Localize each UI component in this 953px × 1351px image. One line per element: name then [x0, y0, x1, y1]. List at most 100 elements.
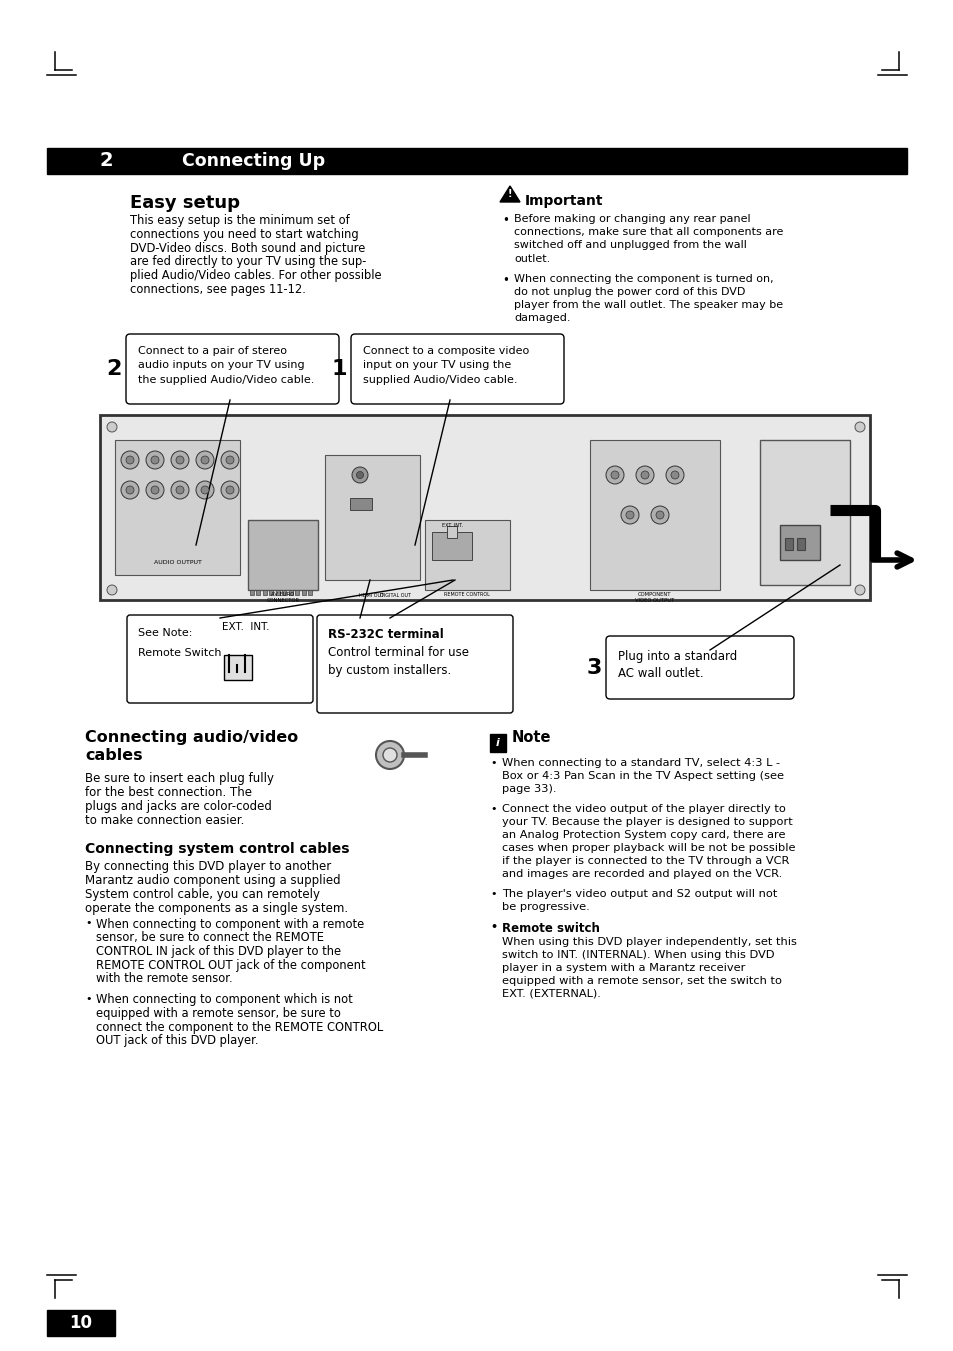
Circle shape — [625, 511, 634, 519]
Text: Be sure to insert each plug fully: Be sure to insert each plug fully — [85, 771, 274, 785]
FancyBboxPatch shape — [126, 334, 338, 404]
Circle shape — [175, 457, 184, 463]
Bar — [295, 590, 299, 594]
Circle shape — [226, 486, 233, 494]
Bar — [490, 734, 505, 753]
Circle shape — [221, 481, 239, 499]
Text: for the best connection. The: for the best connection. The — [85, 786, 252, 798]
FancyBboxPatch shape — [605, 636, 793, 698]
Bar — [432, 532, 472, 561]
Circle shape — [610, 471, 618, 480]
Text: •: • — [501, 274, 508, 286]
Circle shape — [352, 467, 368, 484]
Circle shape — [107, 422, 117, 432]
Text: 2: 2 — [99, 151, 112, 170]
Bar — [275, 590, 280, 594]
Text: DIGITAL OUT: DIGITAL OUT — [380, 593, 411, 598]
Text: Control terminal for use: Control terminal for use — [328, 646, 469, 659]
Text: •: • — [85, 993, 91, 1004]
Text: Connect to a pair of stereo: Connect to a pair of stereo — [138, 346, 287, 357]
Text: EXT. (EXTERNAL).: EXT. (EXTERNAL). — [501, 989, 600, 998]
Text: Connect to a composite video: Connect to a composite video — [363, 346, 529, 357]
Circle shape — [126, 457, 133, 463]
Text: input on your TV using the: input on your TV using the — [363, 361, 511, 370]
Circle shape — [670, 471, 679, 480]
Bar — [424, 520, 510, 590]
Text: DVD-Video discs. Both sound and picture: DVD-Video discs. Both sound and picture — [130, 242, 365, 254]
Circle shape — [375, 740, 403, 769]
Circle shape — [175, 486, 184, 494]
Text: Remote switch: Remote switch — [501, 921, 599, 935]
Text: REMOTE CONTROL: REMOTE CONTROL — [443, 592, 490, 597]
Text: switch to INT. (INTERNAL). When using this DVD: switch to INT. (INTERNAL). When using th… — [501, 950, 774, 961]
Text: When connecting to a standard TV, select 4:3 L -: When connecting to a standard TV, select… — [501, 758, 780, 767]
Text: When connecting to component which is not: When connecting to component which is no… — [96, 993, 353, 1006]
Bar — [325, 455, 419, 580]
Text: Before making or changing any rear panel: Before making or changing any rear panel — [514, 213, 750, 224]
Circle shape — [640, 471, 648, 480]
Text: •: • — [490, 889, 496, 898]
Text: OUT jack of this DVD player.: OUT jack of this DVD player. — [96, 1034, 258, 1047]
FancyBboxPatch shape — [351, 334, 563, 404]
Bar — [256, 590, 260, 594]
Text: HDMI OUT: HDMI OUT — [359, 593, 384, 598]
Text: 1: 1 — [331, 359, 346, 380]
Text: connections, see pages 11-12.: connections, see pages 11-12. — [130, 282, 306, 296]
Text: with the remote sensor.: with the remote sensor. — [96, 971, 233, 985]
Text: 10: 10 — [70, 1315, 92, 1332]
Bar — [350, 499, 372, 509]
Text: connections you need to start watching: connections you need to start watching — [130, 228, 358, 240]
Circle shape — [195, 481, 213, 499]
Bar — [47, 149, 165, 174]
Circle shape — [650, 507, 668, 524]
Circle shape — [107, 585, 117, 594]
Circle shape — [201, 457, 209, 463]
Text: player in a system with a Marantz receiver: player in a system with a Marantz receiv… — [501, 963, 744, 973]
Circle shape — [605, 466, 623, 484]
Text: When connecting the component is turned on,: When connecting the component is turned … — [514, 274, 773, 284]
Bar — [589, 440, 720, 590]
Text: outlet.: outlet. — [514, 254, 550, 263]
Text: The player's video output and S2 output will not: The player's video output and S2 output … — [501, 889, 777, 898]
Text: Connecting audio/video: Connecting audio/video — [85, 730, 298, 744]
Text: This easy setup is the minimum set of: This easy setup is the minimum set of — [130, 213, 350, 227]
Text: AC wall outlet.: AC wall outlet. — [618, 667, 703, 680]
FancyBboxPatch shape — [316, 615, 513, 713]
Bar — [282, 590, 286, 594]
Text: switched off and unplugged from the wall: switched off and unplugged from the wall — [514, 240, 746, 250]
Circle shape — [171, 451, 189, 469]
Text: cables: cables — [85, 748, 143, 763]
Text: See Note:: See Note: — [138, 628, 193, 638]
Text: 2: 2 — [106, 359, 122, 380]
Text: •: • — [490, 804, 496, 815]
Circle shape — [854, 422, 864, 432]
Text: Connecting Up: Connecting Up — [182, 153, 325, 170]
Text: •: • — [490, 758, 496, 767]
Text: 3: 3 — [586, 658, 601, 677]
Circle shape — [382, 748, 396, 762]
Text: connections, make sure that all components are: connections, make sure that all componen… — [514, 227, 782, 238]
Text: by custom installers.: by custom installers. — [328, 663, 451, 677]
Bar — [302, 590, 306, 594]
Text: AV EURO
CONNECTOR: AV EURO CONNECTOR — [266, 592, 299, 603]
Circle shape — [171, 481, 189, 499]
Bar — [263, 590, 267, 594]
Bar — [447, 526, 456, 538]
Text: By connecting this DVD player to another: By connecting this DVD player to another — [85, 861, 331, 873]
Text: Connect the video output of the player directly to: Connect the video output of the player d… — [501, 804, 785, 815]
Circle shape — [221, 451, 239, 469]
Text: •: • — [501, 213, 508, 227]
Circle shape — [854, 585, 864, 594]
Text: i: i — [496, 738, 499, 748]
Text: Plug into a standard: Plug into a standard — [618, 650, 737, 663]
Text: Box or 4:3 Pan Scan in the TV Aspect setting (see: Box or 4:3 Pan Scan in the TV Aspect set… — [501, 771, 783, 781]
Text: Important: Important — [524, 195, 603, 208]
Bar — [796, 538, 804, 550]
Text: •: • — [85, 917, 91, 928]
Bar — [250, 590, 253, 594]
Text: the supplied Audio/Video cable.: the supplied Audio/Video cable. — [138, 376, 314, 385]
Text: connect the component to the REMOTE CONTROL: connect the component to the REMOTE CONT… — [96, 1020, 383, 1034]
Bar — [248, 520, 317, 590]
Text: do not unplug the power cord of this DVD: do not unplug the power cord of this DVD — [514, 286, 744, 297]
Circle shape — [636, 466, 654, 484]
